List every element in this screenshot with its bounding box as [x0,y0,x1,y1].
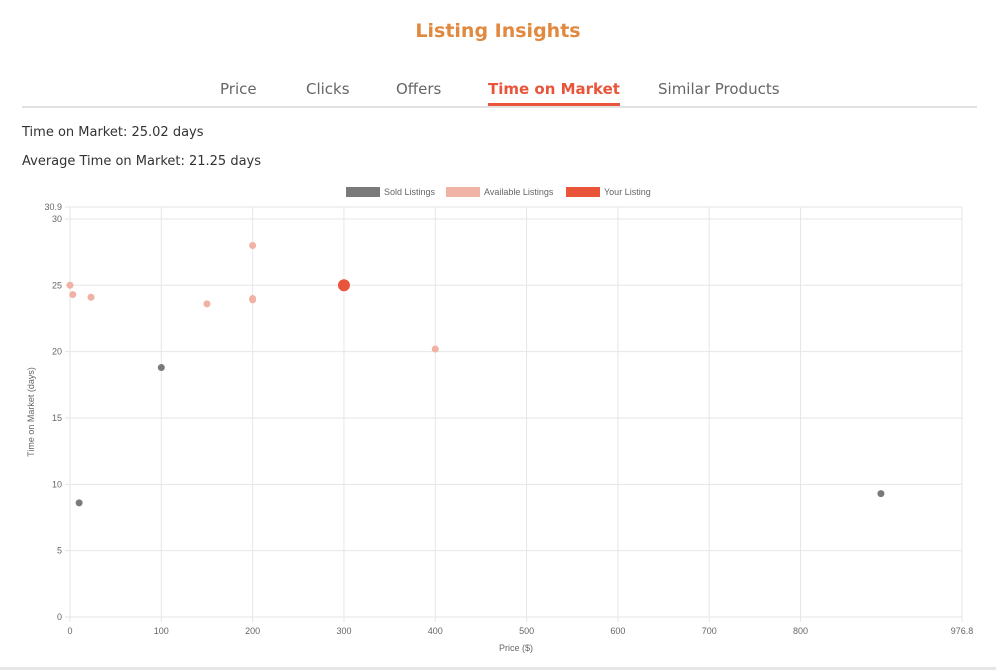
legend-label-available: Available Listings [484,187,554,197]
legend-item-sold[interactable]: Sold Listings [346,187,435,197]
sold-listing-point [75,499,83,507]
available-listing-point [66,281,74,289]
tab-clicks[interactable]: Clicks [306,80,350,98]
legend-swatch-your-listing [566,187,600,197]
average-time-on-market-value: Average Time on Market: 21.25 days [22,154,262,169]
x-tick-label: 976.8 [951,626,974,636]
tab-similar-products[interactable]: Similar Products [658,80,780,98]
x-tick-label: 800 [793,626,808,636]
chart-legend: Sold Listings Available Listings Your Li… [0,187,996,201]
page-title: Listing Insights [415,20,581,42]
available-listing-point [69,291,77,299]
available-listing-point [249,296,257,304]
x-tick-label: 200 [245,626,260,636]
x-tick-label: 400 [428,626,443,636]
sold-listing-point [877,490,885,498]
y-tick-label: 5 [57,546,62,556]
x-tick-label: 0 [67,626,72,636]
legend-swatch-available [446,187,480,197]
legend-item-available[interactable]: Available Listings [446,187,553,197]
x-axis-title: Price ($) [499,643,533,653]
sold-listing-point [157,364,165,372]
your-listing-point [337,279,350,292]
legend-label-your-listing: Your Listing [604,187,651,197]
y-tick-label: 30 [52,214,62,224]
tab-time-on-market[interactable]: Time on Market [488,80,620,106]
tab-offers[interactable]: Offers [396,80,442,98]
legend-label-sold: Sold Listings [384,187,436,197]
x-tick-label: 600 [610,626,625,636]
x-tick-label: 100 [154,626,169,636]
available-listing-point [431,345,439,353]
x-tick-label: 300 [336,626,351,636]
y-tick-label: 0 [57,612,62,622]
tab-bar: Price Clicks Offers Time on Market Simil… [22,68,977,108]
bottom-divider [0,667,996,670]
y-tick-label: 20 [52,347,62,357]
x-tick-label: 700 [702,626,717,636]
x-tick-label: 500 [519,626,534,636]
y-tick-label: 25 [52,280,62,290]
available-listing-point [203,300,211,308]
legend-item-your-listing[interactable]: Your Listing [566,187,651,197]
y-tick-label: 15 [52,413,62,423]
y-tick-label: 30.9 [44,202,62,212]
y-tick-label: 10 [52,479,62,489]
available-listing-point [87,293,95,301]
available-listing-point [249,241,257,249]
tab-price[interactable]: Price [220,80,257,98]
y-axis-title: Time on Market (days) [26,367,36,457]
time-on-market-value: Time on Market: 25.02 days [22,125,204,140]
legend-swatch-sold [346,187,380,197]
